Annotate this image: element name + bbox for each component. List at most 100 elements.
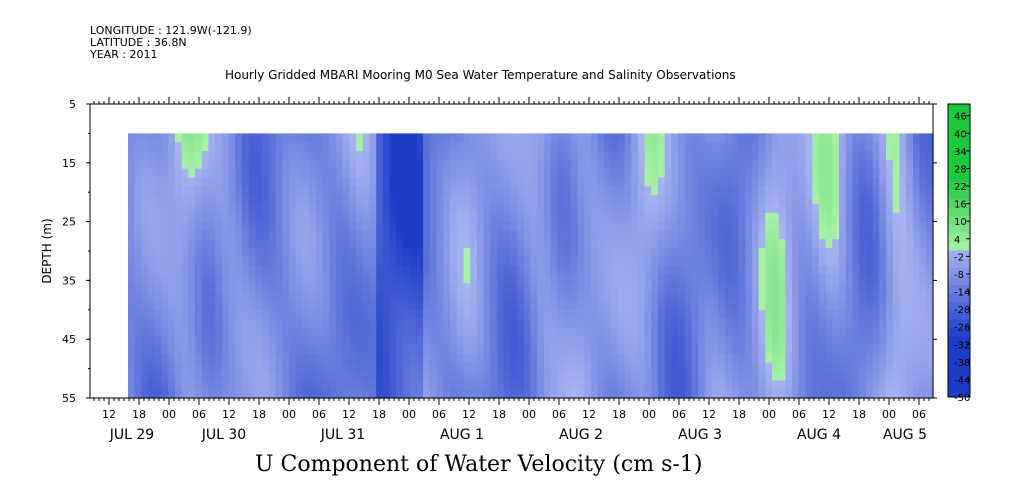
heatmap-cell xyxy=(678,345,686,355)
heatmap-cell xyxy=(295,309,304,320)
heatmap-cell xyxy=(322,195,330,205)
heatmap-cell xyxy=(523,371,532,381)
heatmap-cell xyxy=(510,353,518,364)
heatmap-cell xyxy=(678,327,686,337)
heatmap-cell xyxy=(758,203,766,214)
heatmap-cell xyxy=(517,318,525,329)
heatmap-cell xyxy=(275,186,283,196)
heatmap-cell xyxy=(416,168,424,179)
heatmap-cell xyxy=(785,362,793,373)
heatmap-cell xyxy=(812,318,820,329)
heatmap-cell xyxy=(698,168,706,179)
heatmap-cell xyxy=(678,256,686,267)
heatmap-cell xyxy=(537,345,545,355)
heatmap-cell xyxy=(409,327,418,337)
heatmap-cell xyxy=(503,256,511,267)
heatmap-cell xyxy=(617,203,626,214)
heatmap-cell xyxy=(631,265,639,276)
heatmap-cell xyxy=(543,362,552,373)
heatmap-cell xyxy=(369,212,377,223)
heatmap-cell xyxy=(517,345,525,355)
heatmap-cell xyxy=(128,265,136,276)
heatmap-cell xyxy=(738,186,746,196)
heatmap-cell xyxy=(262,159,270,170)
heatmap-cell xyxy=(678,362,686,373)
heatmap-cell xyxy=(865,221,874,232)
heatmap-cell xyxy=(812,283,820,293)
heatmap-cell xyxy=(262,362,270,373)
heatmap-cell xyxy=(349,186,357,196)
heatmap-cell xyxy=(872,274,880,284)
heatmap-cell xyxy=(792,212,800,223)
colorbar-segment xyxy=(948,371,970,381)
heatmap-cell xyxy=(825,248,833,258)
heatmap-cell xyxy=(584,142,592,152)
heatmap-cell xyxy=(792,230,800,240)
heatmap-cell xyxy=(161,168,169,179)
colorbar-segment xyxy=(948,224,970,234)
heatmap-cell xyxy=(221,300,230,311)
heatmap-cell xyxy=(657,133,666,143)
heatmap-cell xyxy=(624,380,632,390)
heatmap-cell xyxy=(899,177,907,187)
heatmap-cell xyxy=(725,327,733,337)
heatmap-cell xyxy=(550,168,558,179)
heatmap-cell xyxy=(852,300,860,311)
heatmap-cell xyxy=(463,389,471,399)
heatmap-cell xyxy=(657,151,666,161)
heatmap-cell xyxy=(154,300,163,311)
heatmap-cell xyxy=(208,353,216,364)
heatmap-cell xyxy=(812,353,820,364)
heatmap-cell xyxy=(369,168,377,179)
heatmap-cell xyxy=(369,239,377,249)
heatmap-cell xyxy=(476,159,485,170)
x-hour-label: 06 xyxy=(192,408,206,421)
heatmap-cell xyxy=(470,389,478,399)
heatmap-cell xyxy=(456,248,465,258)
heatmap-cell xyxy=(376,380,384,390)
heatmap-cell xyxy=(758,133,766,143)
heatmap-cell xyxy=(362,230,371,240)
heatmap-cell xyxy=(644,345,652,355)
heatmap-cell xyxy=(664,230,672,240)
heatmap-cell xyxy=(275,380,283,390)
heatmap-cell xyxy=(765,309,773,320)
heatmap-cell xyxy=(128,318,136,329)
heatmap-cell xyxy=(195,371,203,381)
heatmap-cell xyxy=(496,389,505,399)
heatmap-cell xyxy=(798,203,807,214)
heatmap-cell xyxy=(396,292,404,302)
heatmap-cell xyxy=(496,345,505,355)
heatmap-cell xyxy=(362,195,371,205)
heatmap-cell xyxy=(664,283,672,293)
heatmap-cell xyxy=(161,177,169,187)
heatmap-cell xyxy=(275,353,283,364)
heatmap-cell xyxy=(725,380,733,390)
heatmap-cell xyxy=(597,274,605,284)
heatmap-cell xyxy=(785,230,793,240)
heatmap-cell xyxy=(356,345,364,355)
heatmap-cell xyxy=(805,168,813,179)
heatmap-cell xyxy=(154,177,163,187)
heatmap-cell xyxy=(852,256,860,267)
heatmap-cell xyxy=(845,221,854,232)
heatmap-cell xyxy=(644,186,652,196)
heatmap-cell xyxy=(188,230,196,240)
heatmap-cell xyxy=(852,274,860,284)
heatmap-cell xyxy=(423,186,431,196)
heatmap-cell xyxy=(624,221,632,232)
heatmap-cell xyxy=(845,265,854,276)
heatmap-cell xyxy=(470,159,478,170)
heatmap-cell xyxy=(919,318,927,329)
heatmap-cell xyxy=(221,195,230,205)
heatmap-cell xyxy=(181,142,189,152)
heatmap-cell xyxy=(255,256,263,267)
heatmap-cell xyxy=(255,362,263,373)
heatmap-cell xyxy=(235,371,243,381)
heatmap-cell xyxy=(295,318,304,329)
heatmap-cell xyxy=(322,133,330,143)
heatmap-cell xyxy=(255,221,263,232)
heatmap-cell xyxy=(463,177,471,187)
heatmap-cell xyxy=(382,274,391,284)
heatmap-cell xyxy=(275,336,283,346)
